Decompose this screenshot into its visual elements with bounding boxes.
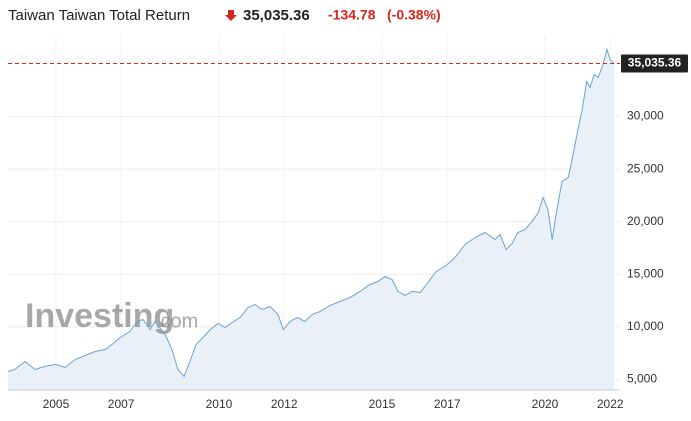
x-tick-label: 2012 <box>271 397 298 411</box>
x-tick-label: 2015 <box>369 397 396 411</box>
x-tick-label: 2010 <box>206 397 233 411</box>
y-tick-label: 25,000 <box>627 161 664 175</box>
y-tick-label: 20,000 <box>627 214 664 228</box>
price: 35,035.36 <box>243 7 310 24</box>
watermark: Investing .com <box>25 297 198 335</box>
x-tick-label: 2017 <box>434 397 461 411</box>
y-tick-label: 5,000 <box>627 372 657 386</box>
current-price-badge <box>621 54 688 73</box>
x-tick-label: 2020 <box>532 397 559 411</box>
change-pct: (-0.38%) <box>387 7 441 23</box>
change: -134.78 <box>328 7 376 23</box>
y-tick-label: 10,000 <box>627 319 664 333</box>
price-line <box>7 47 615 378</box>
y-tick-label: 15,000 <box>627 266 664 280</box>
x-tick-label: 2005 <box>43 397 70 411</box>
watermark-brand: Investing <box>25 297 174 335</box>
down-arrow <box>225 10 237 21</box>
chart-title: Taiwan Taiwan Total Return <box>8 7 190 24</box>
x-tick-label: 2022 <box>597 397 624 411</box>
area <box>8 49 615 390</box>
current-price-label: 35,035.36 <box>628 56 682 70</box>
x-tick-label: 2007 <box>108 397 135 411</box>
watermark-suffix: .com <box>155 310 198 332</box>
y-tick-label: 30,000 <box>627 109 664 123</box>
